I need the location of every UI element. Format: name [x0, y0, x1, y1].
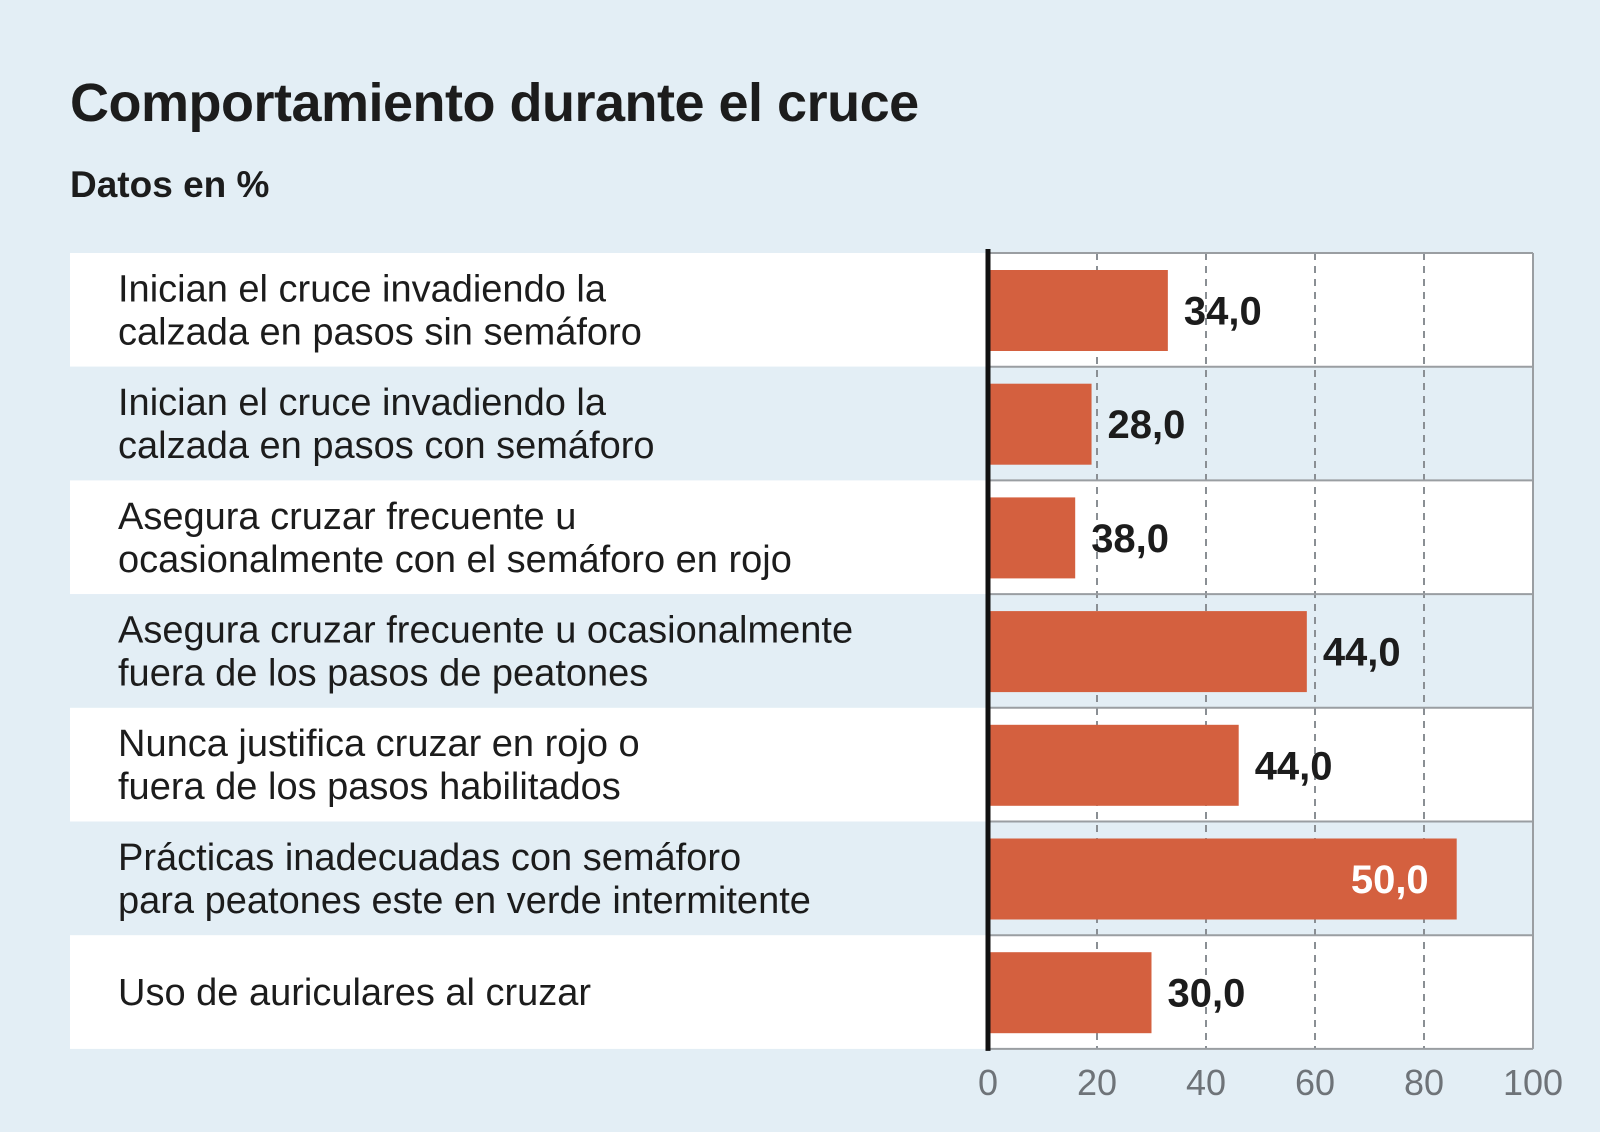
- category-label-line: Asegura cruzar frecuente u ocasionalment…: [118, 609, 853, 651]
- data-label: 44,0: [1255, 744, 1333, 788]
- x-tick-label: 100: [1503, 1062, 1563, 1103]
- category-label-line: Asegura cruzar frecuente u: [118, 496, 576, 538]
- category-label-line: fuera de los pasos de peatones: [118, 652, 648, 694]
- category-label-line: ocasionalmente con el semáforo en rojo: [118, 539, 792, 581]
- bar: [988, 270, 1168, 351]
- row-background: [70, 253, 1533, 367]
- x-tick-label: 0: [978, 1062, 998, 1103]
- category-label: Nunca justifica cruzar en rojo o fuera de…: [118, 723, 640, 808]
- x-tick-label: 80: [1404, 1062, 1444, 1103]
- category-label-line: Inician el cruce invadiendo la: [118, 382, 607, 424]
- category-label: Prácticas inadecuadas con semáforo para p…: [118, 837, 811, 922]
- row-background: [70, 366, 1533, 481]
- category-label-line: calzada en pasos con semáforo: [118, 425, 655, 467]
- category-label: Uso de auriculares al cruzar: [118, 972, 591, 1014]
- category-label: Asegura cruzar frecuente u ocasionalmente…: [118, 496, 792, 581]
- data-label: 38,0: [1091, 517, 1169, 561]
- data-label: 50,0: [1351, 858, 1429, 902]
- category-label-line: fuera de los pasos habilitados: [118, 766, 621, 808]
- category-label-line: para peatones este en verde intermitente: [118, 880, 811, 922]
- bar: [988, 838, 1457, 920]
- category-label-line: Prácticas inadecuadas con semáforo: [118, 837, 741, 879]
- category-label-line: calzada en pasos sin semáforo: [118, 311, 642, 353]
- row-background: [70, 480, 1533, 595]
- category-label: Inician el cruce invadiendo la calzada en…: [118, 382, 655, 467]
- bar: [988, 497, 1076, 579]
- row-background: [70, 935, 1533, 1049]
- category-label: Inician el cruce invadiendo la calzada en…: [118, 268, 642, 353]
- data-label: 28,0: [1108, 403, 1186, 447]
- x-tick-label: 20: [1077, 1062, 1117, 1103]
- bar: [988, 611, 1307, 693]
- x-tick-label: 60: [1295, 1062, 1335, 1103]
- x-tick-label: 40: [1186, 1062, 1226, 1103]
- category-label: Asegura cruzar frecuente u ocasionalment…: [118, 609, 853, 694]
- data-label: 44,0: [1323, 631, 1401, 675]
- row-background: [70, 707, 1533, 822]
- bar: [988, 952, 1152, 1034]
- category-label-line: Uso de auriculares al cruzar: [118, 972, 591, 1014]
- category-label-line: Inician el cruce invadiendo la: [118, 268, 607, 310]
- data-label: 30,0: [1168, 972, 1246, 1016]
- bar: [988, 724, 1239, 806]
- chart-subtitle: Datos en %: [70, 164, 270, 205]
- category-label-line: Nunca justifica cruzar en rojo o: [118, 723, 640, 765]
- chart-title: Comportamiento durante el cruce: [70, 73, 919, 133]
- bar: [988, 383, 1092, 465]
- data-label: 34,0: [1184, 290, 1262, 334]
